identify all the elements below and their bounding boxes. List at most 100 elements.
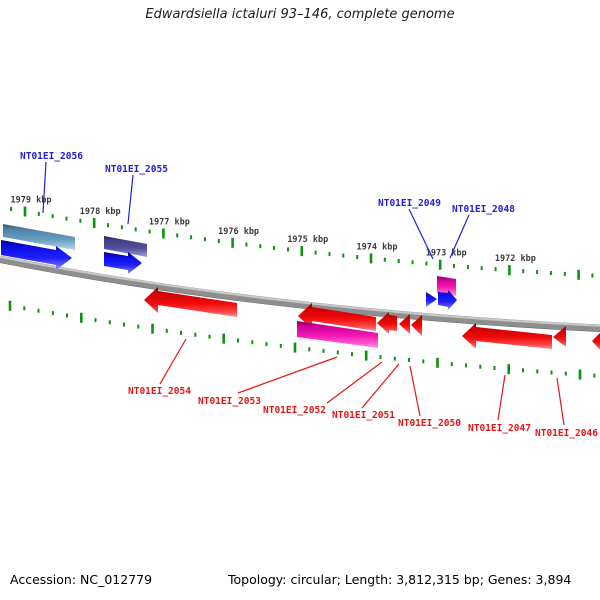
ruler-tick [450,362,453,367]
ruler-tick [134,227,137,232]
ruler-tick [465,363,467,368]
gene-arrow-red-2054[interactable] [144,287,237,317]
ruler-tick [94,318,97,323]
ruler-tick [293,342,297,353]
ruler-tick [479,364,482,369]
ruler-tick [148,229,151,234]
gene-label-2047: NT01EI_2047 [468,423,531,434]
gene-arrow-red-2050[interactable] [411,315,422,336]
ruler-tick [314,250,317,255]
ruler-tick [508,265,511,276]
ruler-tick [422,359,425,364]
leader-2048 [449,214,470,259]
ruler-tick [80,312,83,323]
kbp-label: 1973 kbp [426,249,467,259]
ruler-tick [336,350,339,355]
ruler-tick [194,332,197,337]
gene-arrow-blue-2048[interactable] [438,290,457,310]
leader-2055 [127,174,134,225]
ruler-tick [65,216,68,221]
ruler-tick [23,306,26,311]
backbone-line [0,255,600,332]
ruler-tick [165,328,168,333]
ruler-lower [8,300,596,380]
leader-2049 [408,208,434,260]
ruler-tick [203,237,206,242]
ruler-tick [522,269,525,274]
ruler-tick [578,369,582,380]
kbp-labels: 1979 kbp 1978 kbp 1977 kbp 1976 kbp 1975 kbp… [11,196,536,265]
gene-arrow-red-2051[interactable] [399,314,410,334]
backbone-highlight [0,255,600,327]
ruler-tick [287,247,289,252]
kbp-label: 1978 kbp [80,207,121,217]
ruler-tick [438,259,442,270]
kbp-label: 1972 kbp [495,254,536,264]
ruler-tick [190,235,193,240]
leader-2046 [556,377,565,426]
gene-arrow-blue-1[interactable] [1,240,72,270]
ruler-tick [273,245,276,250]
page-title: Edwardsiella ictaluri 93–146, complete g… [145,7,455,22]
gene-box-magenta-small[interactable] [437,276,456,296]
ruler-tick [231,237,234,248]
gene-box-steelblue[interactable] [3,224,75,250]
ruler-tick [37,211,40,216]
leader-2051 [361,363,400,409]
gene-label-2054: NT01EI_2054 [128,386,191,397]
gene-arrow-red-b[interactable] [298,303,376,331]
ruler-tick [265,342,268,347]
ruler-tick [92,218,96,228]
ruler-tick [342,253,345,258]
leader-2056 [42,161,47,214]
gene-box-magenta-2053[interactable] [297,321,378,348]
ruler-tick [123,322,125,327]
ruler-upper [10,206,594,280]
ruler-tick [237,338,239,343]
kbp-label: 1975 kbp [287,235,328,245]
ruler-tick [369,253,373,264]
ruler-tick [383,257,386,262]
ruler-tick [408,358,410,362]
ruler-tick [176,233,179,238]
ruler-tick [453,263,455,268]
gene-label-2050: NT01EI_2050 [398,418,461,429]
kbp-label: 1979 kbp [11,196,52,206]
ruler-tick [393,356,396,361]
ruler-tick [208,334,211,339]
leader-2053 [237,356,338,394]
ruler-tick [356,255,359,259]
ruler-tick [322,348,325,353]
gene-label-2051: NT01EI_2051 [332,410,395,421]
gene-arrow-red-2046[interactable] [553,326,566,347]
ruler-tick [549,271,552,275]
gene-label-2046: NT01EI_2046 [535,428,598,439]
ruler-tick [507,364,510,375]
ruler-tick [51,311,54,316]
gene-box-darkslate[interactable] [104,236,147,257]
ruler-tick [137,324,140,329]
ruler-tick [536,369,539,374]
gene-arrow-red-2047[interactable] [462,323,552,349]
gene-arrow-red-2052[interactable] [377,312,397,334]
gene-label-2052: NT01EI_2052 [263,405,326,416]
ruler-tick [300,246,304,257]
leader-2054 [159,338,187,385]
ruler-tick [108,320,111,325]
ruler-tick [593,373,596,378]
ruler-tick [51,214,54,219]
gene-label-2048: NT01EI_2048 [452,204,515,215]
gene-arrow-blue-2049[interactable] [426,292,437,307]
ruler-tick [107,223,109,228]
ruler-tick [151,323,154,334]
ruler-tick [536,270,539,275]
gene-arrow-blue-2[interactable] [104,252,142,274]
gene-label-2056: NT01EI_2056 [20,151,83,162]
ruler-tick [259,244,262,249]
gene-arrow-red-edge[interactable] [592,333,600,350]
kbp-label: 1974 kbp [357,242,398,252]
ruler-tick [37,308,40,313]
ruler-tick [8,300,12,311]
ruler-tick [66,313,68,318]
ruler-tick [466,265,469,269]
